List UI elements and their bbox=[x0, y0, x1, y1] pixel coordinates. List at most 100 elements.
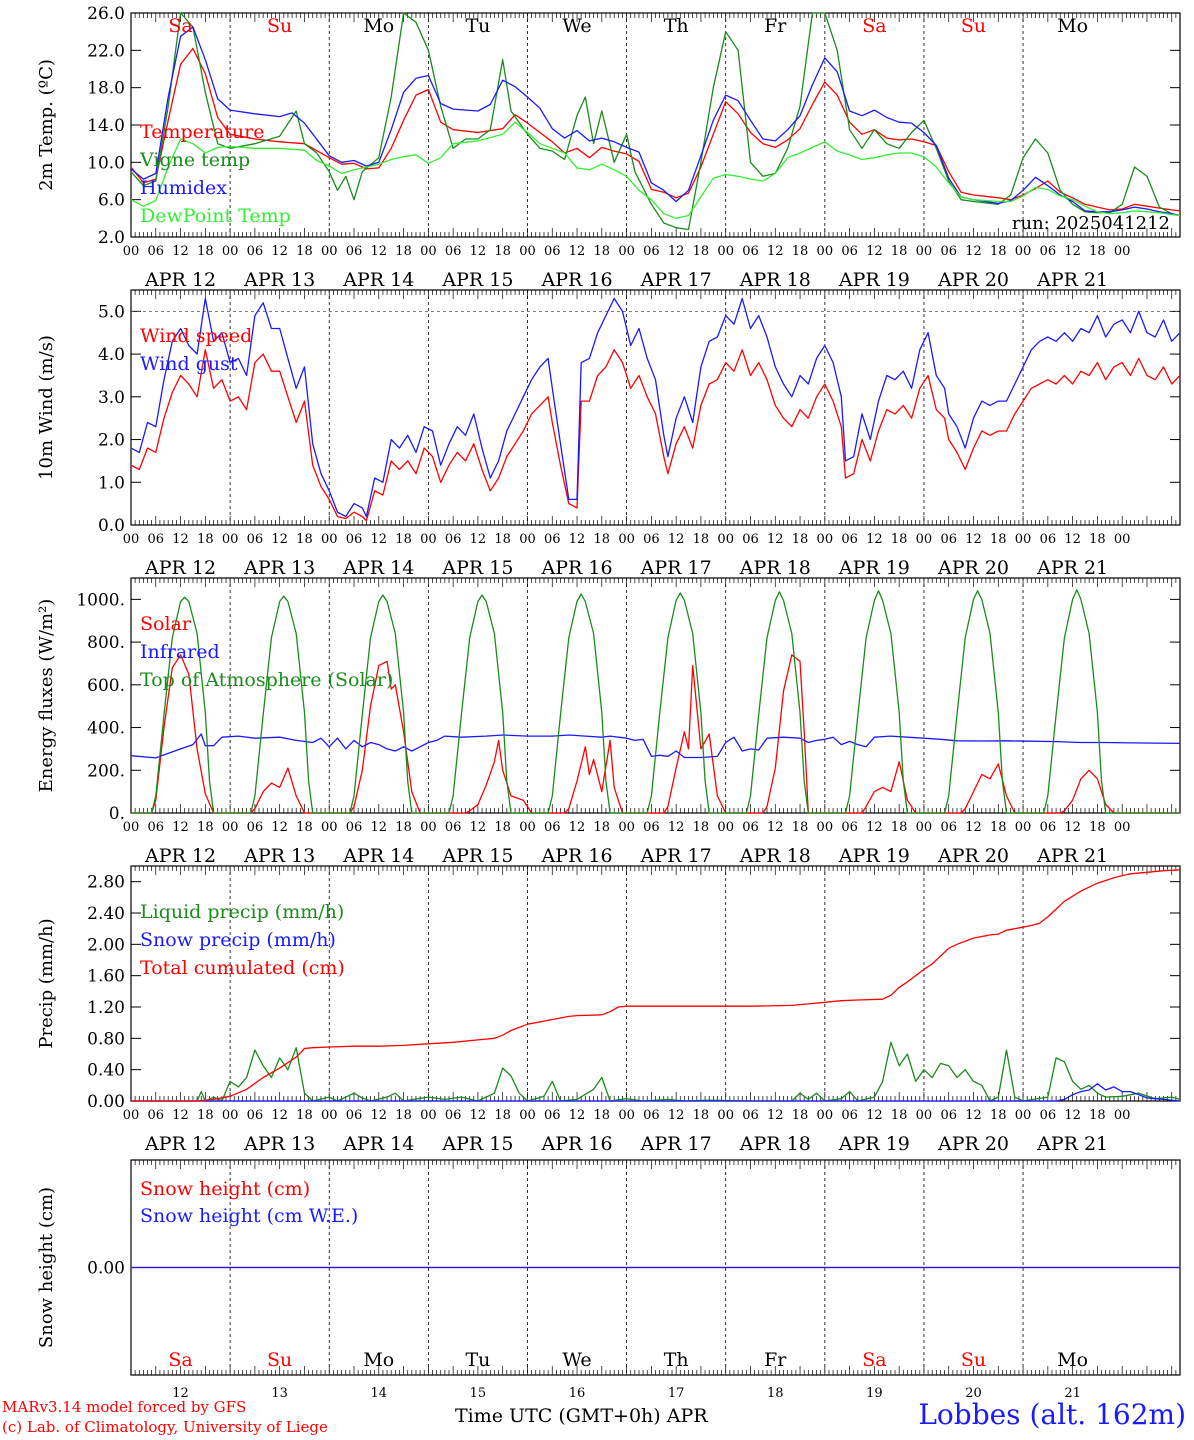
hour-tick-label: 12 bbox=[371, 820, 388, 835]
y-tick-label: 10.0 bbox=[87, 153, 125, 173]
legend-entry: Solar bbox=[140, 613, 192, 635]
hour-tick-label: 18 bbox=[693, 1108, 710, 1123]
day-abbreviation: Sa bbox=[168, 15, 192, 37]
day-number: 14 bbox=[371, 1386, 388, 1401]
day-abbreviation: Su bbox=[267, 1349, 292, 1371]
hour-tick-label: 06 bbox=[247, 820, 264, 835]
panel-precipitation: 0.00 0.40 0.80 1.20 1.60 2.00 2.40 2.80 Precip (… bbox=[36, 865, 1181, 1155]
hour-tick-label: 18 bbox=[594, 244, 611, 259]
hour-tick-label: 12 bbox=[767, 532, 784, 547]
plot-frame bbox=[130, 577, 1181, 814]
hour-tick-label: 00 bbox=[519, 244, 536, 259]
hour-tick-label: 18 bbox=[792, 244, 809, 259]
hour-tick-label: 18 bbox=[395, 532, 412, 547]
day-abbreviation: Sa bbox=[862, 1349, 886, 1371]
date-label: APR 13 bbox=[243, 269, 315, 291]
day-abbreviation: Sa bbox=[168, 1349, 192, 1371]
hour-tick-label: 00 bbox=[1015, 820, 1032, 835]
y-tick-label: 3.0 bbox=[98, 388, 125, 408]
hour-tick-label: 06 bbox=[346, 1108, 363, 1123]
date-label: APR 15 bbox=[441, 557, 513, 579]
y-axis-label: Precip (mm/h) bbox=[36, 918, 57, 1048]
hour-tick-label: 06 bbox=[1040, 1108, 1057, 1123]
hour-tick-label: 00 bbox=[123, 820, 140, 835]
date-label: APR 20 bbox=[937, 845, 1009, 867]
series-line-vigne-temp bbox=[130, 12, 1181, 231]
hour-tick-label: 18 bbox=[891, 820, 908, 835]
hour-tick-label: 12 bbox=[470, 820, 487, 835]
day-number: 17 bbox=[668, 1386, 685, 1401]
hour-tick-label: 06 bbox=[148, 532, 165, 547]
date-label: APR 20 bbox=[937, 269, 1009, 291]
y-tick-label: 600. bbox=[87, 676, 125, 696]
hour-tick-label: 18 bbox=[693, 532, 710, 547]
hour-tick-label: 00 bbox=[817, 1108, 834, 1123]
hour-tick-label: 00 bbox=[916, 244, 933, 259]
hour-tick-label: 18 bbox=[197, 532, 214, 547]
date-label: APR 18 bbox=[739, 557, 811, 579]
day-abbreviation: Fr bbox=[764, 1349, 787, 1371]
hour-tick-label: 00 bbox=[420, 244, 437, 259]
hour-tick-label: 12 bbox=[371, 532, 388, 547]
series-line-humidex bbox=[130, 26, 1181, 217]
time-axis-label: Time UTC (GMT+0h) APR bbox=[455, 1405, 708, 1427]
hour-tick-label: 06 bbox=[445, 532, 462, 547]
hour-tick-label: 06 bbox=[841, 532, 858, 547]
legend-entry: Top of Atmosphere (Solar) bbox=[140, 669, 393, 691]
hour-tick-label: 00 bbox=[817, 532, 834, 547]
hour-tick-label: 18 bbox=[494, 532, 511, 547]
panel-wind: 0.0 1.0 2.0 3.0 4.0 5.0 10m Wind (m/s) 00 06 12 18… bbox=[36, 289, 1181, 579]
legend-entry: Snow height (cm) bbox=[140, 1178, 310, 1200]
date-label: APR 18 bbox=[739, 845, 811, 867]
date-label: APR 21 bbox=[1036, 845, 1108, 867]
hour-tick-label: 06 bbox=[940, 244, 957, 259]
date-label: APR 20 bbox=[937, 1133, 1009, 1155]
hour-tick-label: 00 bbox=[916, 820, 933, 835]
y-tick-label: 1.20 bbox=[87, 998, 125, 1018]
hour-tick-label: 06 bbox=[1040, 532, 1057, 547]
date-label: APR 16 bbox=[541, 557, 613, 579]
hour-tick-label: 06 bbox=[346, 820, 363, 835]
hour-tick-label: 18 bbox=[990, 1108, 1007, 1123]
hour-tick-label: 12 bbox=[866, 1108, 883, 1123]
hour-tick-label: 00 bbox=[222, 820, 239, 835]
hour-tick-label: 12 bbox=[271, 532, 288, 547]
date-label: APR 21 bbox=[1036, 269, 1108, 291]
hour-tick-label: 18 bbox=[1089, 1108, 1106, 1123]
hour-tick-label: 18 bbox=[296, 532, 313, 547]
hour-tick-label: 12 bbox=[965, 244, 982, 259]
hour-tick-label: 06 bbox=[445, 244, 462, 259]
day-abbreviation: Su bbox=[267, 15, 292, 37]
hour-tick-label: 06 bbox=[346, 244, 363, 259]
hour-tick-label: 12 bbox=[767, 820, 784, 835]
hour-tick-label: 00 bbox=[123, 1108, 140, 1123]
legend-entry: Infrared bbox=[140, 641, 220, 663]
hour-tick-label: 00 bbox=[1114, 532, 1131, 547]
y-tick-label: 0.80 bbox=[87, 1029, 125, 1049]
hour-tick-label: 00 bbox=[618, 532, 635, 547]
date-label: APR 17 bbox=[640, 845, 712, 867]
day-abbreviation: Th bbox=[664, 15, 689, 37]
hour-tick-label: 18 bbox=[594, 1108, 611, 1123]
y-axis-label: Snow height (cm) bbox=[36, 1187, 57, 1348]
series-line-wind-speed bbox=[130, 349, 1181, 522]
hour-tick-label: 12 bbox=[172, 532, 189, 547]
hour-tick-label: 12 bbox=[1064, 1108, 1081, 1123]
hour-tick-label: 06 bbox=[247, 532, 264, 547]
date-label: APR 15 bbox=[441, 269, 513, 291]
day-abbreviation: Tu bbox=[465, 1349, 490, 1371]
date-label: APR 18 bbox=[739, 1133, 811, 1155]
hour-tick-label: 06 bbox=[841, 1108, 858, 1123]
y-tick-label: 0.00 bbox=[87, 1092, 125, 1112]
hour-tick-label: 18 bbox=[891, 244, 908, 259]
date-label: APR 20 bbox=[937, 557, 1009, 579]
hour-tick-label: 12 bbox=[470, 1108, 487, 1123]
day-abbreviation: Tu bbox=[465, 15, 490, 37]
hour-tick-label: 12 bbox=[767, 244, 784, 259]
day-abbreviation: We bbox=[562, 15, 591, 37]
plot-frame bbox=[130, 289, 1181, 526]
hour-tick-label: 18 bbox=[990, 532, 1007, 547]
hour-tick-label: 12 bbox=[1064, 532, 1081, 547]
hour-tick-label: 12 bbox=[1064, 820, 1081, 835]
day-number: 16 bbox=[569, 1386, 586, 1401]
